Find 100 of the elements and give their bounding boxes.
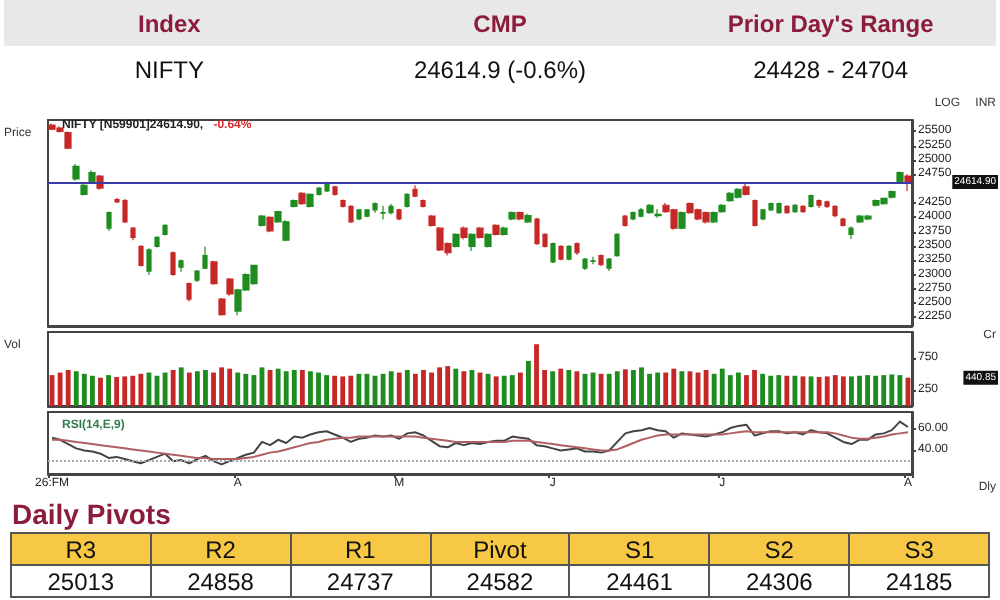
category-label: R1: [290, 533, 431, 565]
candlestick: [534, 217, 540, 246]
candlestick: [138, 244, 144, 268]
bar: [889, 374, 895, 406]
bar: [517, 372, 523, 406]
bar: [881, 375, 887, 406]
bar: [735, 372, 741, 406]
candlestick: [630, 210, 636, 221]
bar: [162, 372, 168, 406]
bar: [396, 372, 402, 406]
candlestick: [768, 201, 774, 212]
bar: [639, 367, 644, 406]
text: 24614.9 (-0.6%): [413, 55, 587, 83]
candlestick: [412, 184, 418, 198]
candlestick: [752, 198, 758, 228]
candlestick: [872, 198, 880, 208]
bar: [663, 372, 669, 406]
candlestick: [64, 130, 72, 150]
bar: [211, 372, 216, 406]
candlestick: [146, 247, 152, 276]
bar: [744, 375, 749, 406]
candlestick: [516, 210, 524, 221]
bar: [526, 360, 531, 406]
candlestick: [170, 251, 176, 277]
bar: [437, 367, 443, 406]
candlestick: [484, 232, 492, 249]
candlestick: [106, 210, 112, 232]
candlestick: [356, 208, 362, 221]
candlestick: [524, 213, 532, 224]
candlestick: [824, 200, 830, 209]
candlestick: [840, 217, 846, 228]
candlestick: [880, 197, 888, 206]
candlestick: [614, 232, 620, 258]
bar: [647, 373, 652, 406]
bar: [130, 375, 136, 406]
candlestick: [258, 214, 266, 228]
candlestick: [710, 210, 718, 224]
bar: [138, 373, 144, 406]
candlestick: [784, 204, 790, 215]
candlestick: [492, 223, 500, 237]
candlestick: [816, 198, 822, 209]
bar: [275, 368, 281, 406]
candlestick: [178, 259, 184, 273]
candlestick: [380, 205, 386, 221]
candlestick: [194, 269, 200, 283]
bar: [404, 369, 410, 406]
candlestick: [420, 198, 426, 209]
bar: [316, 372, 321, 406]
bar: [429, 372, 434, 406]
candlestick: [558, 244, 564, 261]
candlestick: [760, 208, 766, 221]
bar: [308, 371, 313, 406]
candlestick: [80, 183, 88, 197]
bar: [501, 375, 507, 406]
bar: [340, 376, 346, 406]
candlestick: [476, 226, 484, 240]
bar: [178, 367, 184, 406]
candlestick: [88, 169, 96, 184]
candlestick: [742, 183, 750, 197]
bar: [679, 371, 685, 406]
candlestick: [832, 204, 838, 218]
candlestick: [210, 260, 218, 286]
candlestick: [582, 257, 588, 271]
category-label: Prior Day's Range: [725, 7, 936, 41]
candlestick: [72, 163, 80, 182]
bar: [89, 375, 95, 406]
bar: [227, 368, 233, 406]
candlestick: [388, 203, 394, 216]
bar: [897, 375, 903, 406]
bar: [558, 368, 564, 406]
bar: [324, 375, 329, 406]
candlestick: [864, 214, 872, 221]
candlestick: [298, 191, 306, 206]
candlestick: [734, 187, 742, 199]
text: 24428 - 24704: [753, 55, 909, 83]
bar: [493, 376, 499, 406]
candlestick: [396, 208, 402, 221]
candlestick: [372, 201, 378, 214]
bar: [291, 369, 297, 406]
candlestick: [702, 210, 710, 225]
candlestick: [694, 208, 702, 221]
candlestick: [306, 192, 314, 209]
candlestick: [686, 201, 694, 215]
bar: [768, 375, 774, 406]
category-label: CMP: [471, 7, 529, 41]
bar: [283, 371, 289, 406]
bar: [57, 372, 63, 406]
candlestick: [646, 203, 654, 215]
category-label: R2: [150, 533, 291, 565]
bar: [235, 372, 241, 406]
bar: [65, 369, 71, 406]
bar: [421, 369, 426, 406]
data-label: 24306: [709, 565, 850, 597]
bar: [453, 368, 459, 406]
candlestick: [726, 191, 734, 203]
candlestick: [776, 201, 782, 215]
bar: [203, 369, 208, 406]
bar: [598, 373, 604, 406]
candlestick: [670, 208, 678, 231]
candlestick: [122, 198, 128, 224]
